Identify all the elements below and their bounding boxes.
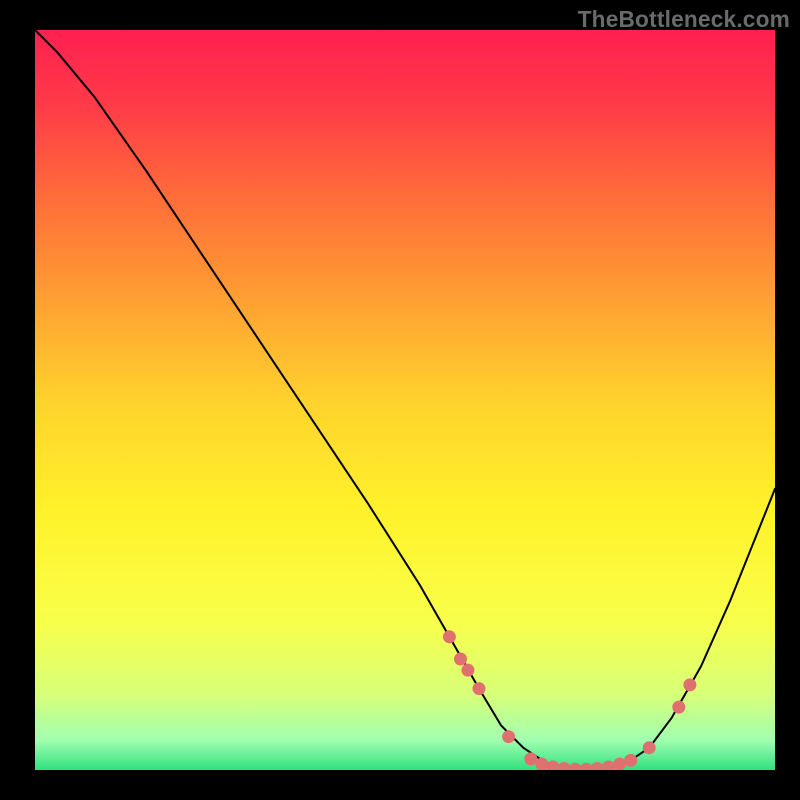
curve-marker	[684, 679, 696, 691]
curve-marker	[473, 683, 485, 695]
bottleneck-chart: TheBottleneck.com	[0, 0, 800, 800]
curve-marker	[673, 701, 685, 713]
curve-marker	[625, 754, 637, 766]
curve-marker	[536, 758, 548, 770]
curve-marker	[525, 753, 537, 765]
chart-svg	[0, 0, 800, 800]
curve-marker	[643, 742, 655, 754]
curve-marker	[455, 653, 467, 665]
curve-marker	[462, 664, 474, 676]
watermark-text: TheBottleneck.com	[578, 6, 790, 33]
plot-background-gradient	[35, 30, 775, 770]
curve-marker	[503, 731, 515, 743]
curve-marker	[614, 758, 626, 770]
curve-marker	[443, 631, 455, 643]
